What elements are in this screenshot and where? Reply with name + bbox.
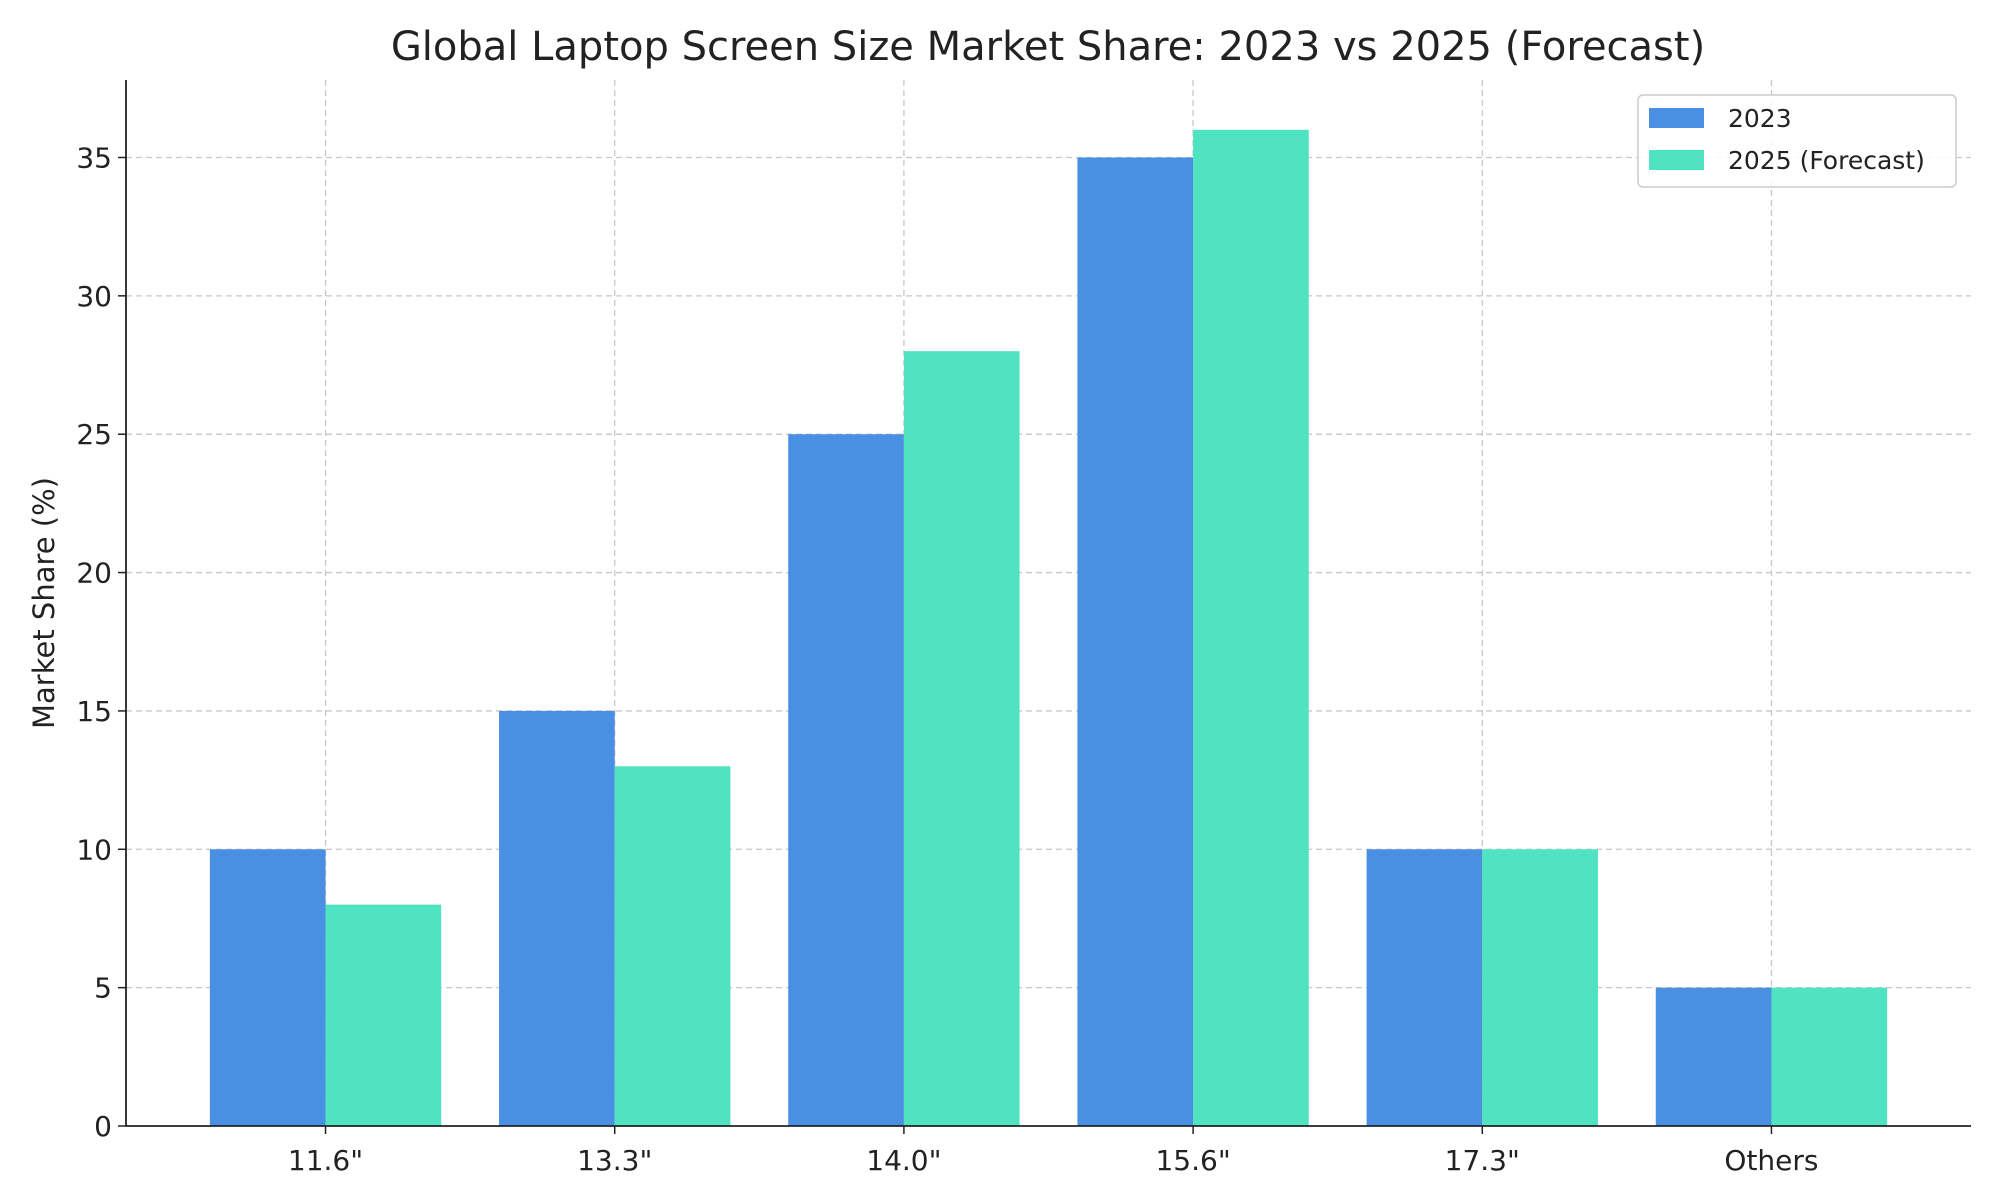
bar-2025-forecast — [1771, 987, 1888, 1126]
bar-2023 — [1366, 849, 1483, 1126]
y-tick-label: 30 — [76, 280, 112, 313]
legend-label: 2025 (Forecast) — [1728, 146, 1925, 175]
legend-box — [1637, 94, 1957, 188]
bar-2025-forecast — [614, 766, 731, 1126]
y-tick-label: 10 — [76, 833, 112, 866]
y-tick-label: 20 — [76, 557, 112, 590]
x-tick-label: 13.3" — [577, 1144, 652, 1177]
y-tick-label: 15 — [76, 695, 112, 728]
bar-2023 — [499, 710, 615, 1126]
y-tick-label: 0 — [94, 1110, 112, 1143]
y-tick-label: 35 — [76, 141, 112, 174]
bar-2025-forecast — [1482, 849, 1598, 1126]
y-axis-label: Market Share (%) — [27, 477, 61, 729]
x-tick-label: 11.6" — [288, 1144, 363, 1177]
legend: 2023 2025 (Forecast) — [1637, 94, 1957, 188]
bar-2023 — [209, 849, 326, 1126]
legend-label: 2023 — [1728, 104, 1792, 133]
legend-swatch — [1649, 108, 1704, 128]
bar-2023 — [1077, 157, 1194, 1127]
y-tick-label: 25 — [76, 418, 112, 451]
x-tick-label: Others — [1724, 1144, 1818, 1177]
x-tick-label: 15.6" — [1155, 1144, 1230, 1177]
bar-2023 — [788, 434, 904, 1126]
bar-2025-forecast — [903, 351, 1020, 1126]
x-tick-label: 14.0" — [866, 1144, 941, 1177]
y-tick-label: 5 — [94, 972, 112, 1005]
x-tick-label: 17.3" — [1445, 1144, 1520, 1177]
chart-title: Global Laptop Screen Size Market Share: … — [391, 24, 1705, 70]
bar-2025-forecast — [1193, 129, 1309, 1127]
bar-2025-forecast — [325, 904, 442, 1126]
bar-2023 — [1655, 987, 1772, 1126]
legend-swatch — [1649, 150, 1704, 170]
